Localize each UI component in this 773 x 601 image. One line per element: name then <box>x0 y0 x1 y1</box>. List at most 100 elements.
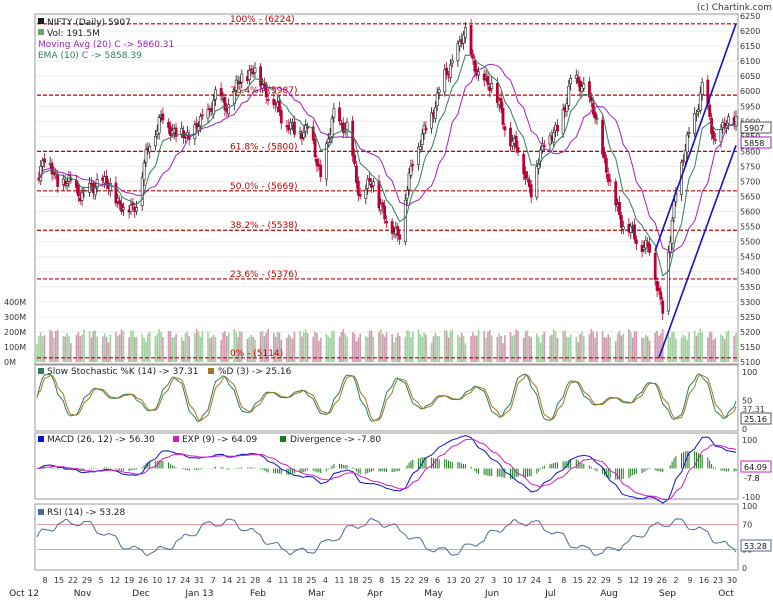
candle-body <box>199 116 202 127</box>
candle-body <box>279 110 283 124</box>
x-day-tick-label: 9 <box>687 576 692 585</box>
volume-bar <box>460 332 463 362</box>
volume-bar <box>412 331 414 362</box>
candle-body <box>161 113 165 121</box>
volume-bar <box>669 337 672 362</box>
volume-bar <box>458 336 461 362</box>
volume-bar <box>289 336 292 362</box>
x-month-tick-label: Jan 13 <box>184 589 213 599</box>
volume-bar <box>333 330 335 362</box>
volume-bar <box>70 343 72 362</box>
volume-bar <box>614 341 617 362</box>
volume-bar <box>675 338 677 362</box>
stochastic-panel-frame <box>34 364 739 432</box>
volume-bar <box>148 331 151 362</box>
volume-legend-icon <box>38 29 44 35</box>
volume-bar <box>220 340 222 362</box>
candle-body <box>578 80 582 92</box>
volume-bar <box>195 329 198 362</box>
volume-bar <box>723 339 726 362</box>
volume-bar <box>51 331 53 362</box>
x-day-tick-label: 15 <box>54 576 64 585</box>
volume-bar <box>342 329 345 362</box>
volume-bar <box>278 332 281 362</box>
volume-bar <box>684 336 687 362</box>
volume-bar <box>712 339 715 362</box>
x-day-tick-label: 16 <box>699 576 709 585</box>
candle-body <box>390 221 394 234</box>
volume-bar <box>620 335 623 362</box>
volume-bar <box>509 332 512 362</box>
candle-body <box>345 122 349 133</box>
candle-body <box>219 87 223 97</box>
volume-bar <box>180 337 183 362</box>
candle-body <box>167 122 170 128</box>
moving-average-label: Moving Avg (20) C -> 5860.31 <box>38 40 174 50</box>
volume-bar <box>90 337 93 362</box>
volume-bar <box>94 330 97 362</box>
volume-bar <box>318 340 320 362</box>
candle-body <box>666 251 670 312</box>
x-day-tick-label: 6 <box>435 576 440 585</box>
volume-bar <box>410 337 412 362</box>
volume-bar <box>464 343 467 362</box>
volume-bar <box>556 337 559 362</box>
candle-body <box>157 117 161 134</box>
volume-bar <box>707 337 709 362</box>
volume-bar <box>171 337 174 362</box>
rsi-y-tick-label: 100 <box>742 502 757 511</box>
volume-bar <box>62 335 65 362</box>
volume-bar <box>39 332 42 362</box>
candle-body <box>529 184 533 198</box>
x-day-tick-label: 17 <box>166 576 176 585</box>
candle-body <box>249 68 253 71</box>
rsi-legend-icon <box>38 509 44 515</box>
candle-legend-icon <box>38 18 44 24</box>
volume-bar <box>408 330 410 362</box>
volume-bar <box>351 331 354 362</box>
ema-label: EMA (10) C -> 5858.39 <box>38 51 142 61</box>
x-day-tick-label: 8 <box>379 576 384 585</box>
volume-bar <box>462 335 465 362</box>
candle-body <box>65 183 69 186</box>
volume-bar <box>252 336 254 362</box>
volume-bar <box>567 337 570 362</box>
volume-bar <box>701 332 703 362</box>
volume-bar <box>483 330 486 362</box>
candle-body <box>668 241 672 254</box>
volume-bar <box>579 333 581 362</box>
volume-bar <box>395 337 397 362</box>
volume-bar <box>235 332 237 362</box>
candle-body <box>371 181 375 187</box>
volume-bar <box>536 333 538 362</box>
volume-bar <box>175 334 177 362</box>
candle-body <box>315 158 319 166</box>
candle-body <box>131 202 135 205</box>
candle-body <box>464 27 467 38</box>
fib-level-label: 76.4% - (5987) <box>230 86 298 96</box>
ema-line <box>36 54 737 277</box>
volume-bar <box>697 332 700 362</box>
volume-bar <box>714 338 717 362</box>
x-day-tick-label: 25 <box>306 576 316 585</box>
volume-bar <box>79 336 82 362</box>
candle-body <box>381 202 385 208</box>
volume-bar <box>710 332 713 362</box>
indicator-lines <box>36 373 738 557</box>
candle-body <box>635 239 638 244</box>
x-month-tick-label: Dec <box>132 589 149 599</box>
volume-bar <box>605 337 608 362</box>
price-y-tick-label: 5700 <box>740 177 760 186</box>
candle-body <box>174 127 178 137</box>
volume-bar <box>530 337 532 362</box>
volume-bar <box>254 339 256 362</box>
x-day-tick-label: 26 <box>138 576 148 585</box>
price-y-tick-label: 5500 <box>740 238 760 247</box>
volume-bar <box>209 338 211 362</box>
volume-bar <box>267 329 269 362</box>
stochastic-d-tag: 25.16 <box>744 415 767 424</box>
candle-body <box>527 179 531 187</box>
volume-bar <box>212 334 215 362</box>
volume-bar <box>41 336 44 362</box>
volume-bar <box>554 331 557 362</box>
